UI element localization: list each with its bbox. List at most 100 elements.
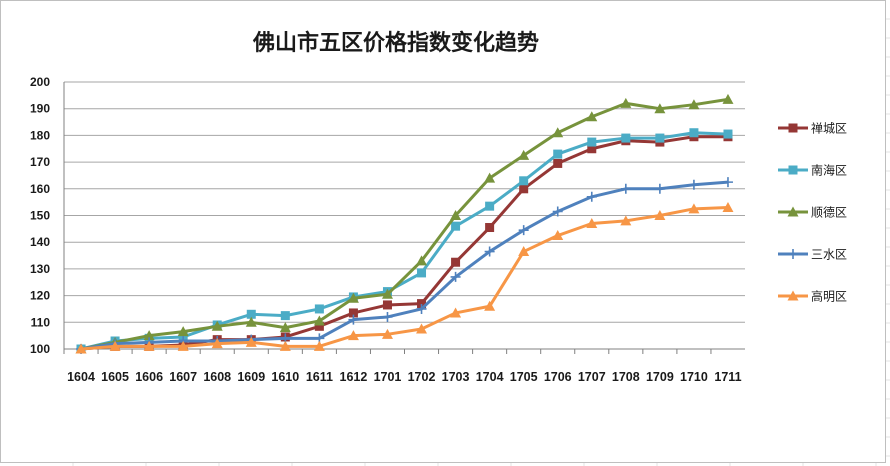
series-line <box>80 97 729 351</box>
y-tick-label: 180 <box>30 128 50 142</box>
legend-item: 南海区 <box>778 163 847 178</box>
data-point <box>313 315 325 326</box>
data-point <box>484 172 496 183</box>
data-point <box>348 308 358 318</box>
data-point <box>688 99 700 110</box>
data-point <box>211 320 223 331</box>
data-point <box>587 137 597 147</box>
data-point <box>381 328 393 339</box>
data-point <box>552 230 564 241</box>
x-tick-label: 1710 <box>680 370 708 384</box>
data-point <box>177 340 189 351</box>
y-tick-label: 130 <box>30 262 50 276</box>
data-point <box>450 210 462 220</box>
x-tick-label: 1705 <box>510 370 538 384</box>
data-point <box>722 201 734 212</box>
legend-marker <box>788 165 798 175</box>
data-point <box>518 246 530 257</box>
data-point <box>586 218 598 229</box>
series-line <box>80 131 729 351</box>
legend-label: 顺德区 <box>811 205 847 220</box>
data-point <box>451 221 461 231</box>
data-point <box>688 203 700 214</box>
data-point <box>553 149 563 159</box>
legend-item: 三水区 <box>778 248 847 262</box>
data-point <box>518 149 530 160</box>
data-point <box>519 184 529 194</box>
data-point <box>416 255 428 266</box>
data-point <box>518 225 529 236</box>
legend-label: 南海区 <box>811 163 847 178</box>
data-point <box>450 307 462 318</box>
data-point <box>723 129 733 139</box>
data-point <box>586 111 598 122</box>
data-point <box>485 223 495 233</box>
x-tick-label: 1611 <box>306 370 333 384</box>
data-point <box>109 340 121 351</box>
data-point <box>688 179 699 190</box>
data-point <box>484 300 496 311</box>
x-tick-label: 1606 <box>135 370 163 384</box>
chart-title: 佛山市五区价格指数变化趋势 <box>252 30 539 56</box>
legend-label: 三水区 <box>811 248 847 262</box>
data-point <box>586 191 597 202</box>
data-point <box>347 292 359 303</box>
data-point <box>246 309 256 319</box>
x-tick-label: 1612 <box>340 370 368 384</box>
data-point <box>280 311 290 321</box>
data-point <box>620 215 632 226</box>
data-point <box>348 314 359 325</box>
legend-label: 禅城区 <box>811 122 847 136</box>
y-tick-label: 170 <box>30 155 50 169</box>
x-tick-label: 1704 <box>476 370 504 384</box>
data-point <box>484 246 495 257</box>
data-point <box>313 340 325 351</box>
x-tick-label: 1709 <box>646 370 674 384</box>
data-point <box>417 299 427 309</box>
legend-marker <box>788 123 798 133</box>
data-point <box>245 336 257 347</box>
x-tick-label: 1604 <box>67 370 95 384</box>
x-tick-label: 1708 <box>612 370 640 384</box>
data-point <box>314 304 324 314</box>
y-tick-label: 160 <box>30 182 50 196</box>
series-5 <box>75 201 734 354</box>
legend-marker <box>787 206 799 217</box>
x-axis-ticks: 1604 1605 1606 1607 1608 1609 1610 1611 1612 1701… <box>67 370 741 384</box>
x-tick-label: 1707 <box>578 370 606 384</box>
data-point <box>654 183 665 194</box>
data-point <box>177 326 189 337</box>
data-point <box>451 257 461 267</box>
y-axis-ticks: 100 110 120 130 140 150 160 170 180 190 200 <box>30 75 50 356</box>
legend-label: 高明区 <box>811 289 847 304</box>
data-point <box>722 93 734 104</box>
x-tick-label: 1609 <box>237 370 265 384</box>
data-point <box>519 176 529 186</box>
data-point <box>552 127 564 138</box>
data-point <box>75 343 87 354</box>
y-gridlines <box>63 81 745 354</box>
data-point <box>279 340 291 351</box>
y-tick-label: 100 <box>30 342 50 356</box>
x-tick-label: 1607 <box>169 370 197 384</box>
data-point <box>314 321 324 331</box>
legend-marker <box>787 290 799 301</box>
data-point <box>722 177 733 188</box>
data-point <box>211 338 223 349</box>
data-point <box>587 144 597 154</box>
data-point <box>654 103 666 114</box>
data-point <box>552 206 563 217</box>
x-tick-label: 1706 <box>544 370 572 384</box>
data-point <box>382 311 393 322</box>
y-tick-label: 190 <box>30 102 50 116</box>
data-point <box>347 330 359 341</box>
y-tick-label: 140 <box>30 235 50 249</box>
x-tick-label: 1701 <box>374 370 402 384</box>
data-point <box>655 133 665 143</box>
data-point <box>553 158 563 168</box>
data-point <box>245 316 257 327</box>
y-tick-label: 110 <box>31 315 51 329</box>
data-point <box>654 210 666 220</box>
